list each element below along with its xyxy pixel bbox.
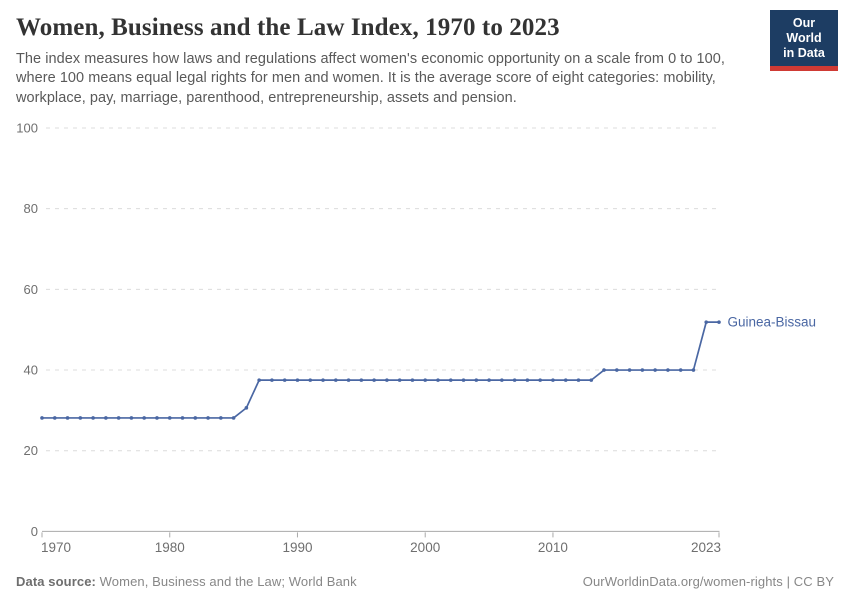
data-point[interactable] xyxy=(627,368,632,372)
data-point[interactable] xyxy=(142,416,146,420)
data-source: Data source: Women, Business and the Law… xyxy=(16,574,357,589)
data-point[interactable] xyxy=(563,378,568,382)
data-point[interactable] xyxy=(551,378,555,382)
data-point[interactable] xyxy=(615,368,619,372)
data-point[interactable] xyxy=(257,378,261,382)
data-point[interactable] xyxy=(461,378,466,382)
x-tick-label: 2000 xyxy=(410,540,440,555)
data-point[interactable] xyxy=(410,378,415,382)
data-point[interactable] xyxy=(576,378,581,382)
data-point[interactable] xyxy=(640,368,645,372)
x-tick-label: 1990 xyxy=(282,540,312,555)
data-point[interactable] xyxy=(91,416,95,420)
y-tick-label: 100 xyxy=(16,121,38,136)
data-point[interactable] xyxy=(653,368,657,372)
data-point[interactable] xyxy=(155,416,159,420)
data-point[interactable] xyxy=(359,378,364,382)
data-point[interactable] xyxy=(52,416,57,420)
data-point[interactable] xyxy=(525,378,530,382)
y-tick-label: 0 xyxy=(31,524,38,539)
data-point[interactable] xyxy=(295,378,300,382)
data-point[interactable] xyxy=(666,368,670,372)
y-tick-label: 60 xyxy=(24,282,38,297)
data-point[interactable] xyxy=(116,416,121,420)
data-point[interactable] xyxy=(538,378,542,382)
data-point[interactable] xyxy=(244,406,249,410)
data-source-label: Data source: xyxy=(16,574,96,589)
owid-logo-line1: Our World xyxy=(786,16,822,45)
footer: Data source: Women, Business and the Law… xyxy=(0,574,850,589)
y-tick-label: 20 xyxy=(24,443,38,458)
data-point[interactable] xyxy=(589,378,594,382)
data-point[interactable] xyxy=(104,416,108,420)
data-point[interactable] xyxy=(180,416,185,420)
y-tick-label: 80 xyxy=(24,201,38,216)
data-point[interactable] xyxy=(704,320,709,324)
data-point[interactable] xyxy=(717,320,721,324)
trend-line[interactable] xyxy=(41,321,720,419)
x-tick-label: 1970 xyxy=(41,540,71,555)
data-point[interactable] xyxy=(487,378,491,382)
data-point[interactable] xyxy=(602,368,606,372)
data-point[interactable] xyxy=(206,416,210,420)
data-point[interactable] xyxy=(193,416,198,420)
data-point[interactable] xyxy=(282,378,287,382)
data-point[interactable] xyxy=(308,378,313,382)
line-chart[interactable]: 0 20 40 60 80 100 1970 1980 1990 2000 2010 2023 Guin… xyxy=(0,112,850,567)
data-point[interactable] xyxy=(397,378,402,382)
owid-logo-line2: in Data xyxy=(783,46,825,60)
data-point[interactable] xyxy=(333,378,338,382)
data-point[interactable] xyxy=(474,378,479,382)
owid-logo[interactable]: Our World in Data xyxy=(770,10,838,71)
data-point[interactable] xyxy=(167,416,172,420)
data-point[interactable] xyxy=(78,416,83,420)
x-tick-label: 2010 xyxy=(538,540,568,555)
footer-link[interactable]: OurWorldinData.org/women-rights | CC BY xyxy=(582,574,834,589)
data-point[interactable] xyxy=(423,378,428,382)
data-point[interactable] xyxy=(219,416,223,420)
data-point[interactable] xyxy=(691,368,696,372)
page-title: Women, Business and the Law Index, 1970 … xyxy=(16,14,560,41)
chart-subtitle: The index measures how laws and regulati… xyxy=(16,50,725,107)
y-tick-label: 40 xyxy=(24,363,38,378)
data-point[interactable] xyxy=(40,416,44,420)
data-point[interactable] xyxy=(385,378,389,382)
x-tick-label: 1980 xyxy=(155,540,185,555)
data-point[interactable] xyxy=(372,378,376,382)
data-point[interactable] xyxy=(448,378,453,382)
data-point[interactable] xyxy=(346,378,351,382)
data-point[interactable] xyxy=(436,378,440,382)
data-point[interactable] xyxy=(500,378,504,382)
header: Women, Business and the Law Index, 1970 … xyxy=(0,0,850,109)
x-tick-label: 2023 xyxy=(691,540,721,555)
data-point[interactable] xyxy=(231,416,236,420)
data-source-value: Women, Business and the Law; World Bank xyxy=(99,574,357,589)
data-point[interactable] xyxy=(321,378,325,382)
data-point[interactable] xyxy=(129,416,134,420)
series-end-label[interactable]: Guinea-Bissau xyxy=(728,315,817,330)
data-point[interactable] xyxy=(512,378,517,382)
data-point[interactable] xyxy=(65,416,70,420)
data-point[interactable] xyxy=(678,368,683,372)
data-point[interactable] xyxy=(270,378,274,382)
